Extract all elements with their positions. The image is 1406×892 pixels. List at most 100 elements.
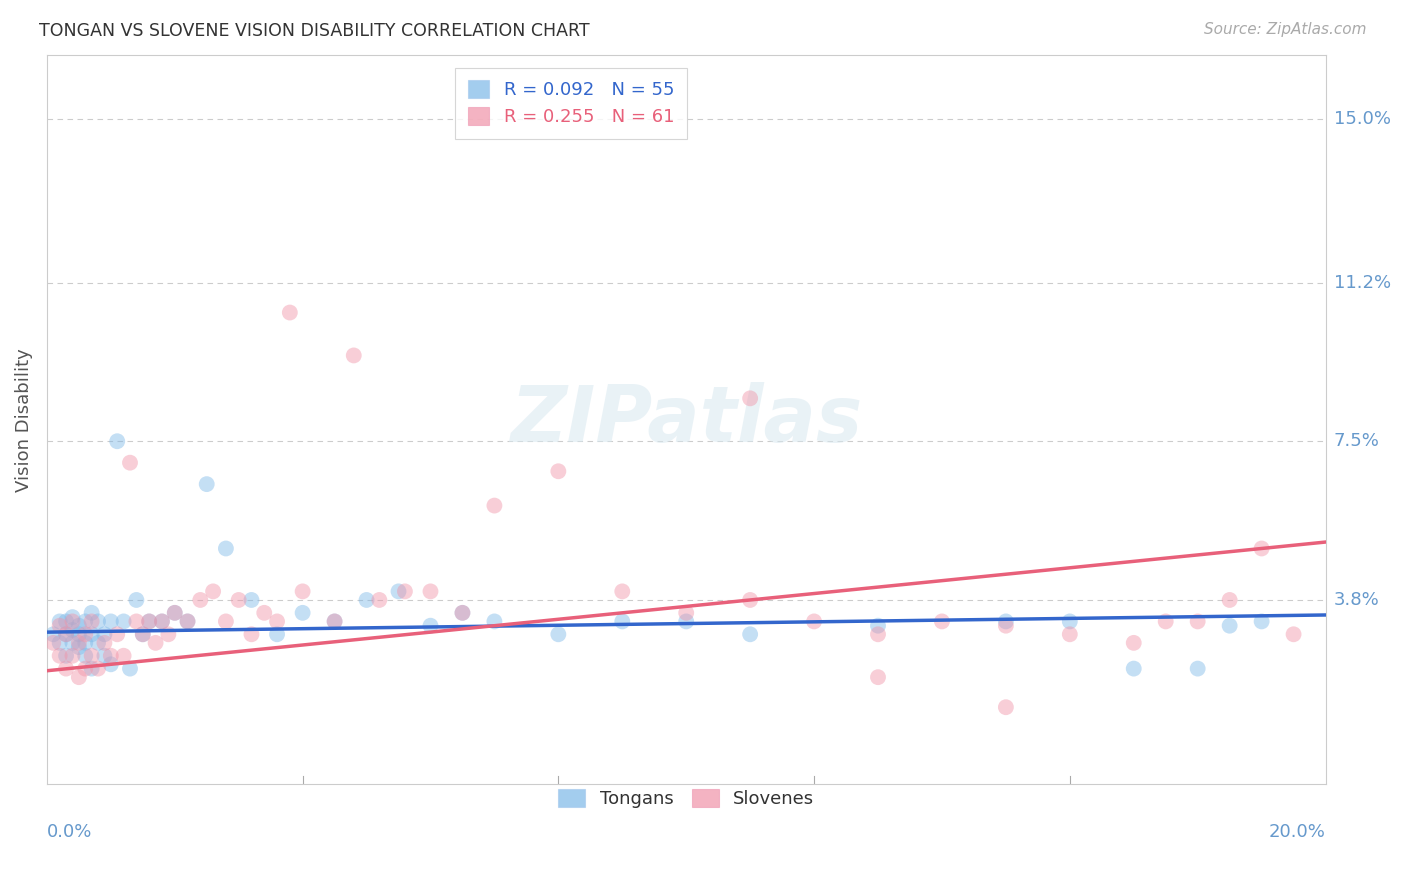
Point (48, 636, 70, 650)
Legend: Tongans, Slovenes: Tongans, Slovenes (551, 782, 821, 815)
Point (1250, 615, 1272, 629)
Point (67, 640, 90, 655)
Point (1282, 627, 1305, 641)
Point (100, 648, 122, 663)
Point (1122, 662, 1144, 676)
Point (612, 584, 634, 599)
Point (866, 627, 889, 641)
Point (138, 615, 160, 629)
Text: 11.2%: 11.2% (1334, 274, 1391, 292)
Point (132, 627, 155, 641)
Point (1122, 636, 1144, 650)
Point (803, 615, 825, 629)
Text: ZIPatlas: ZIPatlas (510, 382, 862, 458)
Point (343, 348, 366, 362)
Point (994, 618, 1017, 632)
Point (1059, 627, 1081, 641)
Point (62, 610, 84, 624)
Point (1219, 618, 1241, 632)
Point (419, 618, 441, 632)
Point (1187, 662, 1209, 676)
Point (55, 662, 77, 676)
Point (105, 627, 128, 641)
Text: 7.5%: 7.5% (1334, 433, 1379, 450)
Point (866, 670, 889, 684)
Point (42, 627, 65, 641)
Point (994, 615, 1017, 629)
Point (118, 662, 141, 676)
Point (75, 627, 97, 641)
Text: 3.8%: 3.8% (1334, 591, 1379, 609)
Point (100, 615, 122, 629)
Point (195, 477, 218, 491)
Point (75, 615, 97, 629)
Text: Source: ZipAtlas.com: Source: ZipAtlas.com (1204, 22, 1367, 37)
Point (176, 615, 198, 629)
Point (612, 615, 634, 629)
Point (67, 618, 90, 632)
Point (278, 305, 301, 319)
Point (215, 541, 238, 556)
Point (48, 618, 70, 632)
Point (1187, 615, 1209, 629)
Point (125, 615, 148, 629)
Point (266, 615, 288, 629)
Point (228, 593, 250, 607)
Point (323, 615, 346, 629)
Point (93, 648, 115, 663)
Point (1154, 615, 1177, 629)
Point (675, 615, 697, 629)
Point (118, 456, 141, 470)
Point (55, 648, 77, 663)
Point (1059, 615, 1081, 629)
Text: TONGAN VS SLOVENE VISION DISABILITY CORRELATION CHART: TONGAN VS SLOVENE VISION DISABILITY CORR… (39, 22, 591, 40)
Point (994, 700, 1017, 714)
Point (48, 648, 70, 663)
Point (87, 636, 110, 650)
Point (547, 464, 569, 478)
Point (67, 627, 90, 641)
Point (157, 627, 180, 641)
Point (291, 606, 314, 620)
Point (112, 648, 135, 663)
Text: 0.0%: 0.0% (46, 823, 93, 841)
Point (80, 648, 103, 663)
Point (100, 657, 122, 672)
Point (75, 648, 97, 663)
Point (866, 618, 889, 632)
Point (80, 615, 103, 629)
Point (323, 615, 346, 629)
Point (67, 636, 90, 650)
Point (132, 627, 155, 641)
Point (105, 434, 128, 449)
Point (291, 584, 314, 599)
Point (93, 636, 115, 650)
Point (145, 636, 167, 650)
Point (67, 670, 90, 684)
Point (484, 499, 506, 513)
Point (419, 584, 441, 599)
Point (55, 627, 77, 641)
Point (75, 662, 97, 676)
Point (740, 392, 762, 406)
Point (80, 662, 103, 676)
Point (451, 606, 474, 620)
Point (163, 606, 186, 620)
Point (87, 615, 110, 629)
Point (740, 627, 762, 641)
Point (240, 593, 263, 607)
Point (176, 615, 198, 629)
Point (266, 627, 288, 641)
Text: 20.0%: 20.0% (1268, 823, 1326, 841)
Point (75, 636, 97, 650)
Point (931, 615, 953, 629)
Point (150, 615, 173, 629)
Point (125, 593, 148, 607)
Point (48, 615, 70, 629)
Point (356, 593, 378, 607)
Point (87, 662, 110, 676)
Point (150, 615, 173, 629)
Point (387, 584, 409, 599)
Point (253, 606, 276, 620)
Point (62, 615, 84, 629)
